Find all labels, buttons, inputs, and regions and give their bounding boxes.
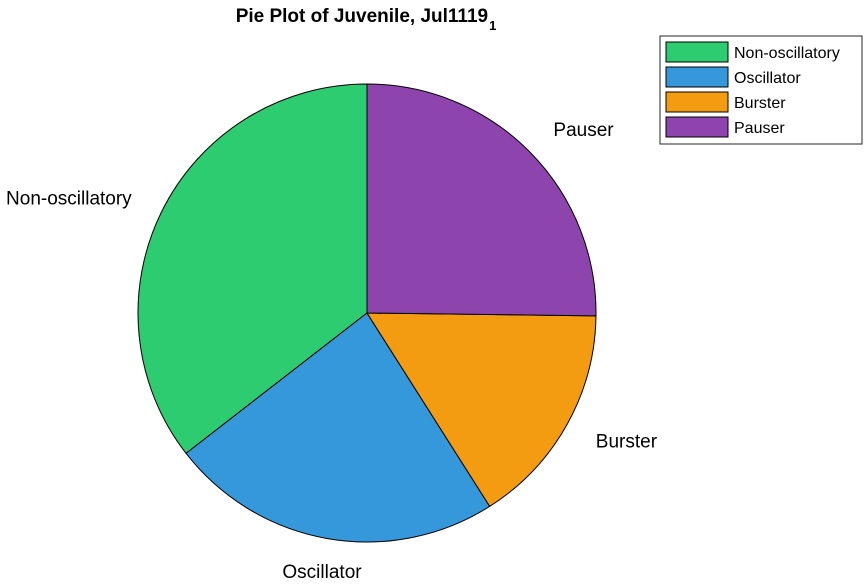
slice-label-pauser: Pauser xyxy=(553,120,614,141)
legend-swatch-oscillator xyxy=(665,66,729,88)
legend-swatch-pauser xyxy=(665,116,729,138)
chart-title-subscript: 1 xyxy=(489,18,496,33)
pie-slice-labels: Non-oscillatory Oscillator Burster Pauser xyxy=(6,120,658,583)
slice-label-non-oscillatory: Non-oscillatory xyxy=(6,189,132,210)
legend-label-pauser: Pauser xyxy=(734,120,785,137)
chart-title-main: Pie Plot of Juvenile, Jul1119 xyxy=(236,6,488,27)
slice-non-oscillatory xyxy=(137,83,368,455)
legend-swatch-burster xyxy=(665,91,729,113)
slice-burster xyxy=(366,312,597,508)
legend-label-oscillator: Oscillator xyxy=(734,70,801,87)
slice-label-burster: Burster xyxy=(596,432,658,453)
legend-swatch-non-oscillatory xyxy=(665,41,729,63)
chart-title: Pie Plot of Juvenile, Jul11191 xyxy=(236,6,497,33)
legend: Non-oscillatory Oscillator Burster Pauser xyxy=(659,35,863,145)
slice-label-oscillator: Oscillator xyxy=(282,562,362,583)
slice-pauser xyxy=(366,83,597,317)
legend-entries: Non-oscillatory Oscillator Burster Pauser xyxy=(665,41,840,138)
legend-label-non-oscillatory: Non-oscillatory xyxy=(734,45,840,62)
legend-label-burster: Burster xyxy=(734,95,786,112)
pie-slices xyxy=(137,83,597,543)
slice-oscillator xyxy=(185,312,491,543)
